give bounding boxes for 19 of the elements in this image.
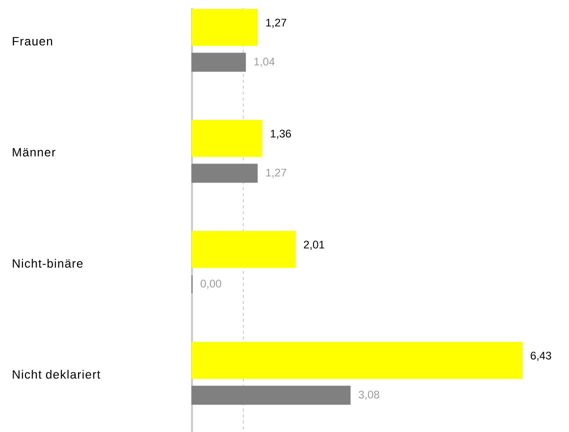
- data-label: 1,27: [266, 18, 286, 28]
- bar: [192, 164, 258, 183]
- data-label: 6,43: [530, 352, 552, 361]
- bar: [192, 342, 522, 379]
- data-label: 2,01: [304, 240, 324, 250]
- bar: [192, 52, 246, 72]
- bar: [192, 230, 296, 268]
- data-label: 0,00: [200, 280, 222, 289]
- bar: [192, 386, 351, 405]
- y-tick-label: Männer: [12, 148, 56, 156]
- bar: [192, 120, 262, 157]
- y-tick-label: Nicht-binäre: [12, 258, 83, 268]
- bar: [192, 8, 258, 46]
- data-label: 3,08: [358, 390, 380, 400]
- data-label: 1,36: [270, 130, 291, 139]
- data-label: 1,04: [254, 58, 275, 67]
- y-tick-label: Frauen: [12, 37, 52, 46]
- y-tick-label: Nicht deklariert: [12, 370, 100, 379]
- data-label: 1,27: [266, 168, 286, 178]
